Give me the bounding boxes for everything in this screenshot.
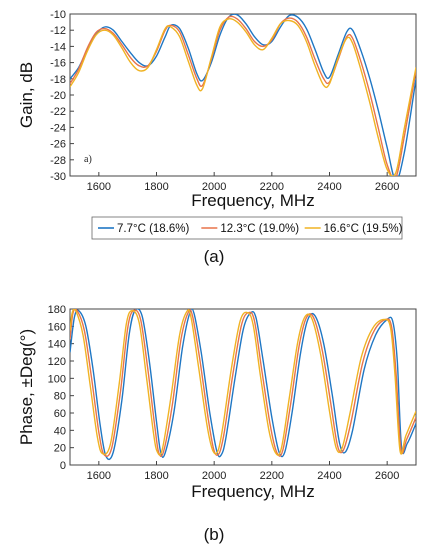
gain-inset-label: a) (84, 154, 92, 165)
gain-y-tick-label: -10 (50, 9, 66, 21)
phase-series-line-3 (70, 309, 416, 456)
gain-x-ticks: 1600 1800 2000 2200 2400 2600 (87, 172, 399, 193)
phase-x-tick-label: 2400 (317, 470, 341, 482)
phase-series-group (70, 309, 416, 461)
panel-label-a: (a) (204, 247, 225, 266)
gain-chart: -10 -12 -14 -16 -18 -20 -22 -24 -26 -28 -30 1600 18… (17, 9, 417, 266)
phase-x-tick-label: 2200 (260, 470, 284, 482)
gain-x-tick-label: 1600 (87, 181, 111, 193)
phase-y-tick-label: 100 (48, 373, 66, 385)
phase-y-tick-label: 180 (48, 304, 66, 316)
gain-y-tick-label: -22 (50, 106, 66, 118)
phase-x-axis-title: Frequency, MHz (191, 482, 314, 501)
gain-legend: 7.7°C (18.6%) 12.3°C (19.0%) 16.6°C (19.5%… (91, 216, 403, 240)
gain-y-tick-label: -12 (50, 25, 66, 37)
phase-y-tick-label: 60 (54, 408, 66, 420)
gain-series-line-2 (70, 15, 416, 176)
legend-entry-1: 7.7°C (18.6%) (117, 223, 190, 235)
phase-y-tick-label: 140 (48, 339, 66, 351)
gain-y-tick-label: -16 (50, 58, 66, 70)
gain-y-tick-label: -14 (50, 41, 66, 53)
gain-y-tick-label: -26 (50, 139, 66, 151)
gain-y-axis-title: Gain, dB (17, 62, 36, 128)
phase-x-tick-label: 1800 (144, 470, 168, 482)
phase-x-tick-label: 2000 (202, 470, 226, 482)
phase-chart: 0 20 40 60 80 100 120 140 160 180 1600 1800 2000 220… (17, 304, 417, 544)
phase-series-line-1 (70, 309, 416, 461)
gain-y-ticks: -10 -12 -14 -16 -18 -20 -22 -24 -26 -28 -30 (50, 9, 74, 183)
gain-x-tick-label: 2000 (202, 181, 226, 193)
legend-box (91, 216, 403, 240)
gain-y-tick-label: -28 (50, 155, 66, 167)
gain-y-tick-label: -20 (50, 90, 66, 102)
gain-x-tick-label: 2400 (317, 181, 341, 193)
gain-x-tick-label: 2200 (260, 181, 284, 193)
phase-y-tick-label: 120 (48, 356, 66, 368)
phase-y-axis-title: Phase, ±Deg(°) (17, 329, 36, 445)
gain-x-tick-label: 2600 (375, 181, 399, 193)
phase-y-tick-label: 80 (54, 391, 66, 403)
gain-x-axis-title: Frequency, MHz (191, 191, 314, 210)
phase-x-ticks: 1600 1800 2000 2200 2400 2600 (87, 461, 399, 482)
gain-y-tick-label: -24 (50, 122, 66, 134)
phase-y-tick-label: 160 (48, 321, 66, 333)
phase-x-tick-label: 1600 (87, 470, 111, 482)
gain-x-tick-label: 1800 (144, 181, 168, 193)
panel-label-b: (b) (204, 525, 225, 544)
legend-entry-3: 16.6°C (19.5%) (324, 223, 403, 235)
phase-y-ticks: 0 20 40 60 80 100 120 140 160 180 (48, 304, 74, 472)
phase-series-line-2 (70, 309, 416, 458)
phase-y-tick-label: 20 (54, 443, 66, 455)
gain-series-group (70, 14, 416, 176)
phase-y-tick-label: 0 (60, 460, 66, 472)
gain-series-line-3 (70, 18, 416, 176)
gain-series-line-1 (70, 14, 416, 176)
phase-y-tick-label: 40 (54, 425, 66, 437)
phase-plot-frame (69, 308, 417, 466)
gain-plot-frame (69, 13, 417, 177)
phase-x-tick-label: 2600 (375, 470, 399, 482)
gain-y-tick-label: -30 (50, 171, 66, 183)
legend-entry-2: 12.3°C (19.0%) (220, 223, 299, 235)
gain-y-tick-label: -18 (50, 74, 66, 86)
